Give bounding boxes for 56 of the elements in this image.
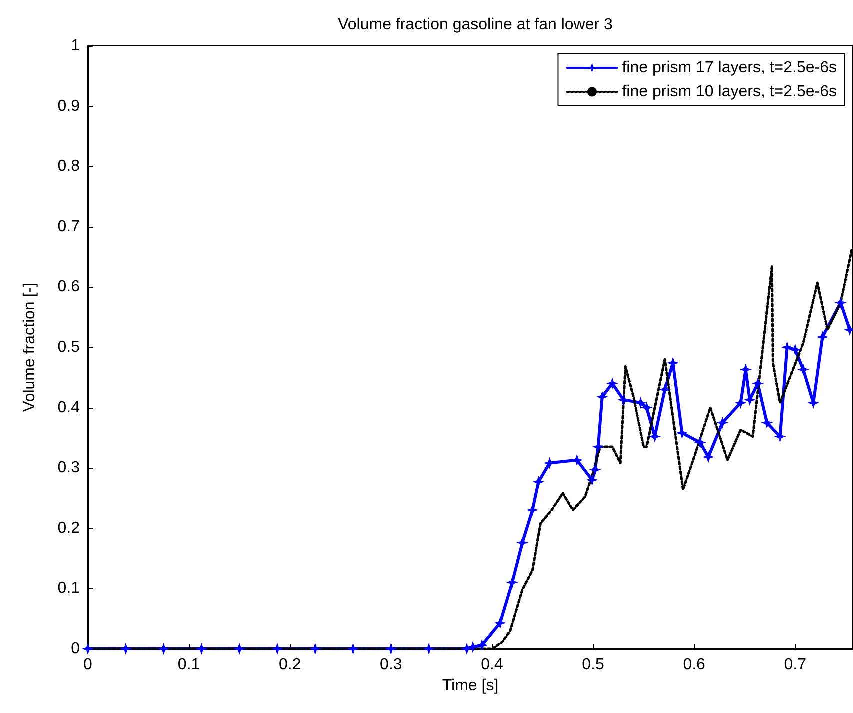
x-tick-label: 0.7 [784,656,807,674]
y-tick-label: 0.5 [58,339,80,356]
x-tick-label: 0.1 [178,656,200,674]
point [834,296,847,309]
point [423,643,436,655]
y-tick-label: 0.3 [58,460,80,477]
x-tick-label: 0.2 [278,656,302,674]
point [702,451,714,464]
point [526,504,539,516]
y-tick-label: 0.6 [58,278,80,296]
point [385,643,398,655]
y-tick-label: 0.7 [58,218,80,236]
point [271,643,284,655]
point [797,364,810,376]
point [634,396,647,409]
y-axis-title: Volume fraction [-] [22,283,38,412]
point [120,643,132,655]
point [347,643,360,655]
point [82,643,94,655]
point [716,416,729,429]
y-tick-label: 0.1 [58,580,80,598]
point [606,378,618,390]
point [494,617,506,630]
point [532,476,545,488]
point [659,384,672,396]
point [158,643,170,655]
y-tick-label: 0.4 [58,399,80,416]
y-tick-label: 1 [71,38,80,54]
point [694,436,706,449]
x-tick-label: 0.3 [380,656,402,674]
point [234,643,246,655]
y-tick-label: 0 [71,640,80,658]
legend-label: fine prism 17 layers, t=2.5e-6s [622,60,837,76]
y-tick-label: 0.8 [58,158,80,176]
point [640,402,653,414]
x-tick-label: 0 [84,656,93,674]
point [752,378,764,390]
y-tick-label: 0.9 [58,98,80,115]
x-axis-title: Time [s] [442,677,499,694]
point [196,643,208,655]
point [309,643,322,655]
legend-label: fine prism 10 layers, t=2.5e-6s [622,84,837,100]
point [460,643,473,655]
point [476,639,488,652]
point [789,344,802,356]
x-tick-label: 0.5 [582,656,605,674]
point [586,474,598,486]
point [761,416,774,429]
x-tick-label: 0.6 [683,656,706,674]
y-tick-label: 0.2 [58,520,80,537]
chart-title: Volume fraction gasoline at fan lower 3 [338,16,614,34]
x-tick-label: 0.4 [481,656,504,674]
point [589,464,602,476]
point [467,641,480,654]
point [506,576,518,589]
point [516,536,529,549]
